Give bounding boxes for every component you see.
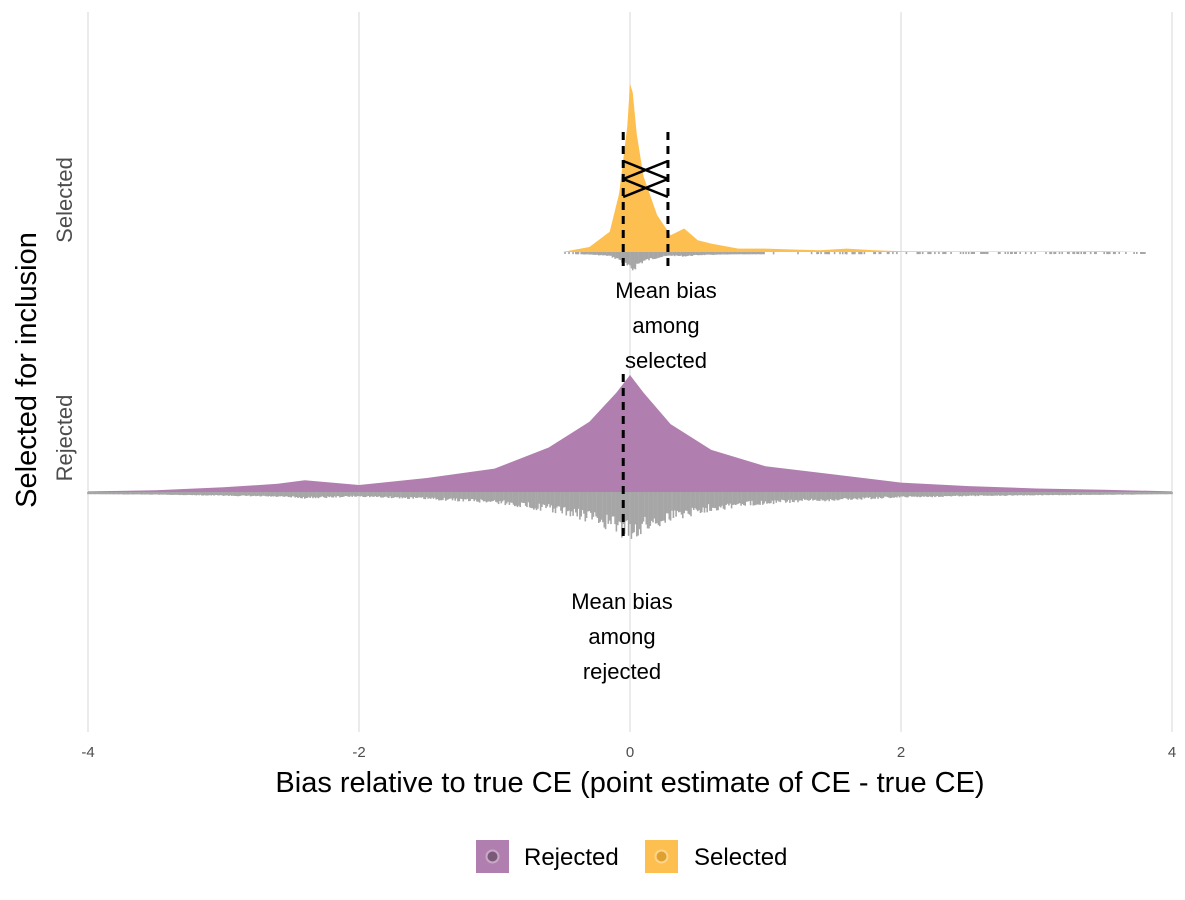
annotation-rejected: Mean bias — [571, 589, 673, 614]
x-tick-label: -4 — [81, 744, 94, 761]
y-axis-title: Selected for inclusion — [11, 232, 43, 508]
x-tick-label: 4 — [1168, 744, 1176, 761]
legend-item-rejected: Rejected — [476, 840, 619, 873]
x-axis-title: Bias relative to true CE (point estimate… — [275, 767, 984, 799]
mean-lines — [621, 132, 670, 540]
mean-arrows-selected — [622, 159, 669, 199]
annotations: Mean bias among selected Mean bias among reje… — [571, 278, 717, 684]
annotation-selected: Mean bias — [615, 278, 717, 303]
legend-point-rejected — [485, 849, 500, 864]
density-rejected — [88, 375, 1172, 492]
legend: Rejected Selected — [476, 840, 787, 873]
x-axis-ticks: -4 -2 0 2 4 — [81, 744, 1176, 761]
annotation-selected: selected — [625, 348, 707, 373]
legend-item-selected: Selected — [645, 840, 787, 873]
legend-point-selected — [654, 849, 669, 864]
legend-label-rejected: Rejected — [524, 844, 619, 871]
annotation-selected: among — [632, 313, 699, 338]
density-selected — [562, 84, 1145, 252]
x-tick-label: 0 — [626, 744, 634, 761]
annotation-rejected: rejected — [583, 659, 661, 684]
y-tick-selected: Selected — [52, 157, 77, 243]
density-areas — [88, 84, 1172, 492]
legend-label-selected: Selected — [694, 844, 787, 871]
x-tick-label: -2 — [352, 744, 365, 761]
y-tick-rejected: Rejected — [52, 395, 77, 482]
rug-marks — [87, 252, 1173, 539]
x-tick-label: 2 — [897, 744, 905, 761]
annotation-rejected: among — [588, 624, 655, 649]
